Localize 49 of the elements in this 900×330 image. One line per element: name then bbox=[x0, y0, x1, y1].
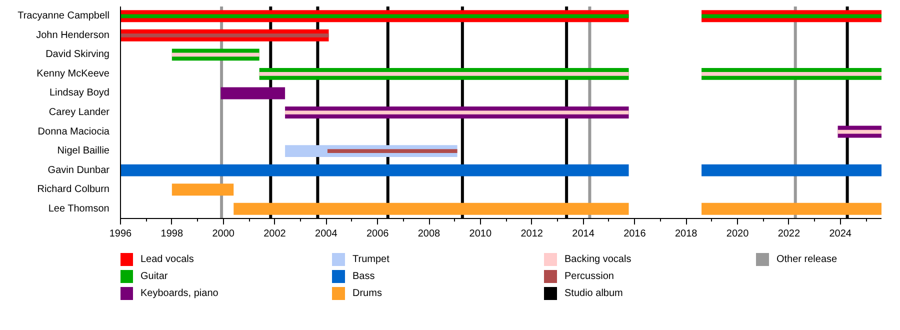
legend-label: Backing vocals bbox=[564, 254, 632, 265]
bar bbox=[172, 184, 234, 196]
y-tick-label: Nigel Baillie bbox=[57, 146, 110, 157]
x-tick-label: 2010 bbox=[469, 228, 492, 240]
legend-label: Guitar bbox=[140, 271, 168, 282]
bar bbox=[285, 110, 629, 114]
y-tick-label: Carey Lander bbox=[48, 107, 110, 118]
x-tick-label: 2014 bbox=[572, 228, 595, 240]
y-tick-label: Tracyanne Campbell bbox=[18, 10, 110, 22]
legend-label: Percussion bbox=[564, 271, 614, 282]
x-tick-label: 2006 bbox=[366, 228, 390, 240]
bar bbox=[327, 149, 458, 153]
y-tick-label: Gavin Dunbar bbox=[48, 164, 110, 176]
x-tick-label: 1996 bbox=[109, 228, 132, 240]
bar bbox=[702, 202, 882, 215]
y-tick-label: Lee Thomson bbox=[48, 203, 110, 214]
x-tick-label: 2024 bbox=[829, 228, 852, 240]
y-tick-label: Lindsay Boyd bbox=[49, 88, 110, 99]
bar bbox=[702, 72, 882, 76]
legend-label: Keyboards, piano bbox=[140, 288, 219, 299]
y-tick-label: Richard Colburn bbox=[37, 184, 110, 196]
bar bbox=[234, 202, 629, 215]
bar bbox=[120, 33, 329, 38]
x-tick-label: 2022 bbox=[778, 228, 801, 240]
x-tick-label: 2018 bbox=[674, 228, 698, 240]
legend-label: Studio album bbox=[564, 288, 623, 299]
x-tick-label: 2000 bbox=[212, 228, 235, 240]
legend-label: Lead vocals bbox=[140, 254, 194, 265]
legend-label: Drums bbox=[352, 288, 382, 299]
y-tick-label: Kenny McKeeve bbox=[36, 68, 110, 80]
legend-label: Bass bbox=[352, 271, 375, 282]
legend-label: Other release bbox=[776, 254, 838, 265]
y-tick-label: John Henderson bbox=[36, 30, 110, 41]
bar bbox=[220, 87, 286, 100]
y-tick-label: David Skirving bbox=[46, 49, 110, 60]
bar bbox=[702, 164, 882, 176]
bar bbox=[172, 52, 260, 57]
x-tick-label: 2016 bbox=[624, 228, 646, 240]
legend-label: Trumpet bbox=[352, 254, 390, 265]
x-tick-label: 2004 bbox=[315, 228, 338, 240]
x-tick-label: 2012 bbox=[520, 228, 544, 240]
x-tick-label: 1998 bbox=[160, 228, 184, 240]
x-tick-label: 2002 bbox=[264, 228, 286, 240]
bar bbox=[259, 72, 629, 76]
bar bbox=[838, 130, 882, 134]
x-tick-label: 2008 bbox=[418, 228, 441, 240]
bar bbox=[120, 164, 629, 176]
y-tick-label: Donna Maciocia bbox=[38, 126, 110, 138]
x-tick-label: 2020 bbox=[726, 228, 750, 240]
